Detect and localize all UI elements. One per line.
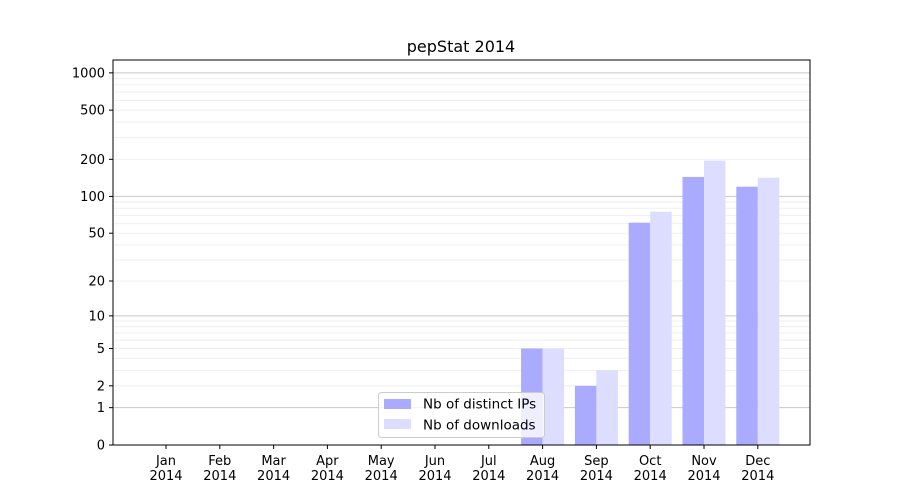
y-tick-label: 2	[97, 379, 105, 394]
x-tick-label: May 2014	[365, 454, 398, 484]
y-tick-label: 20	[88, 275, 105, 290]
x-tick-label: Apr 2014	[311, 454, 344, 484]
bar-ips	[682, 176, 704, 445]
legend-box	[378, 392, 545, 438]
bar-ips	[736, 186, 758, 445]
y-axis: 0 1 2 5 10 20 50 100 200 500 1000	[72, 66, 113, 454]
x-tick-label: Jan 2014	[149, 454, 182, 484]
x-tick-label: Nov 2014	[687, 454, 720, 484]
legend-label-ips: Nb of distinct IPs	[423, 397, 536, 413]
x-tick-label: Jun 2014	[418, 454, 451, 484]
x-tick-label: Jul 2014	[472, 454, 505, 484]
y-tick-label: 10	[88, 309, 105, 324]
x-tick-label: Mar 2014	[257, 454, 290, 484]
bars	[521, 160, 780, 445]
bar-downloads	[542, 348, 565, 445]
bar-ips	[574, 385, 597, 445]
legend-swatch-downloads	[384, 419, 411, 429]
y-tick-label: 100	[80, 190, 105, 205]
x-axis: Jan 2014 Feb 2014 Mar 2014 Apr 2014 May 2014 Jun 20…	[149, 445, 774, 484]
bar-downloads	[704, 160, 726, 445]
y-tick-label: 500	[80, 104, 105, 119]
legend-label-downloads: Nb of downloads	[423, 418, 536, 434]
y-tick-label: 200	[80, 153, 105, 168]
y-tick-label: 1000	[72, 66, 105, 81]
x-tick-label: Sep 2014	[580, 454, 613, 484]
legend: Nb of distinct IPs Nb of downloads	[378, 392, 545, 438]
legend-swatch-ips	[384, 399, 411, 409]
y-tick-label: 0	[97, 439, 105, 454]
y-tick-label: 5	[97, 342, 105, 357]
x-tick-label: Dec 2014	[741, 454, 774, 484]
bar-ips	[628, 222, 651, 445]
y-tick-label: 1	[97, 401, 105, 416]
x-tick-label: Oct 2014	[634, 454, 667, 484]
plot-frame	[112, 59, 811, 446]
bar-downloads	[596, 370, 618, 445]
y-tick-label: 50	[88, 227, 105, 242]
x-tick-label: Aug 2014	[526, 454, 559, 484]
x-tick-label: Feb 2014	[203, 454, 236, 484]
bar-downloads	[757, 177, 780, 445]
bar-downloads	[650, 211, 672, 445]
chart-title: pepStat 2014	[407, 37, 515, 56]
